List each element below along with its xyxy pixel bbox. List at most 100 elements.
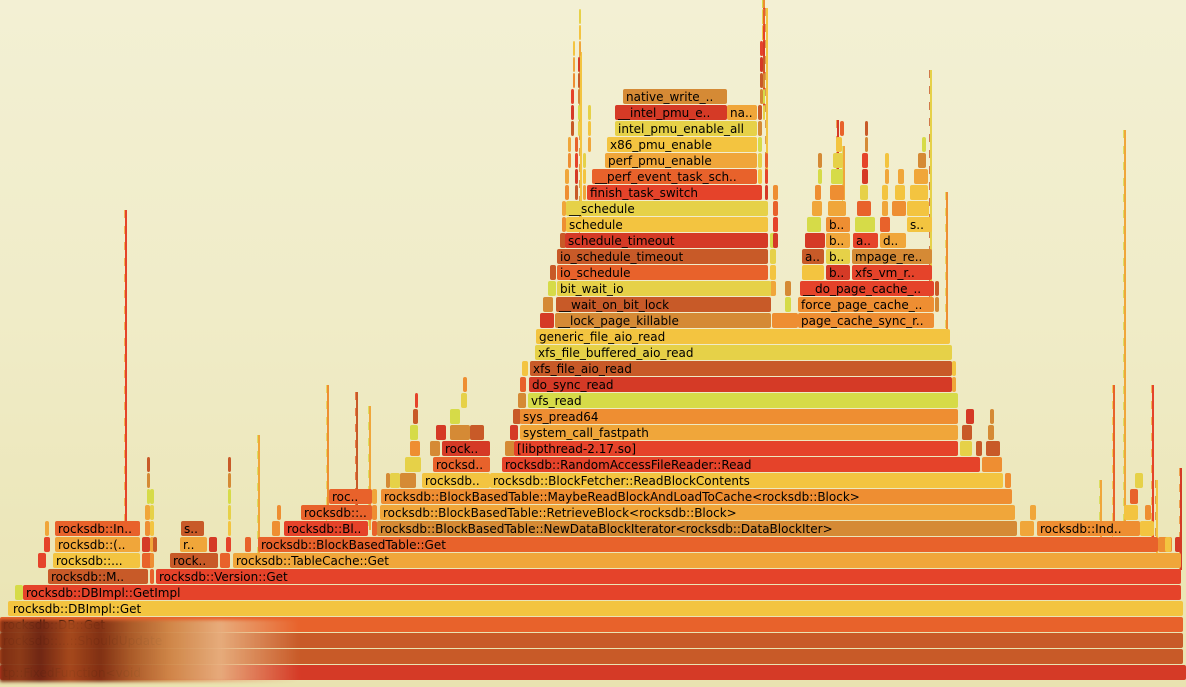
narrow-frame[interactable] xyxy=(763,25,765,40)
narrow-frame[interactable] xyxy=(962,425,972,440)
narrow-frame[interactable] xyxy=(986,441,1000,456)
frame-34[interactable]: xfs_file_buffered_aio_read xyxy=(535,345,952,360)
narrow-frame[interactable] xyxy=(150,553,154,568)
narrow-frame[interactable] xyxy=(855,217,875,232)
frame-17[interactable]: rocksdb::BlockBasedTable::NewDataBlockIt… xyxy=(377,521,1017,536)
frame-26[interactable]: rocksdb::RandomAccessFileReader::Read xyxy=(502,457,980,472)
frame-15[interactable]: s.. xyxy=(181,521,204,536)
narrow-frame[interactable] xyxy=(1020,521,1034,536)
narrow-frame[interactable] xyxy=(763,9,765,24)
narrow-frame[interactable] xyxy=(982,457,1002,472)
narrow-frame[interactable] xyxy=(583,153,586,168)
frame-45[interactable]: io_schedule_timeout xyxy=(557,249,768,264)
frame-43[interactable]: b.. xyxy=(826,265,850,280)
narrow-frame[interactable] xyxy=(758,137,762,152)
spike-frame[interactable] xyxy=(1124,130,1126,530)
narrow-frame[interactable] xyxy=(1124,505,1138,520)
narrow-frame[interactable] xyxy=(390,473,400,488)
narrow-frame[interactable] xyxy=(220,553,230,568)
narrow-frame[interactable] xyxy=(410,441,420,456)
narrow-frame[interactable] xyxy=(952,377,956,392)
narrow-frame[interactable] xyxy=(142,553,152,568)
narrow-frame[interactable] xyxy=(831,169,843,184)
frame-9[interactable]: rock.. xyxy=(170,553,218,568)
spike-frame[interactable] xyxy=(258,435,260,560)
narrow-frame[interactable] xyxy=(882,185,888,200)
narrow-frame[interactable] xyxy=(470,425,484,440)
narrow-frame[interactable] xyxy=(142,537,150,552)
narrow-frame[interactable] xyxy=(436,425,446,440)
spike-frame[interactable] xyxy=(1100,480,1102,540)
narrow-frame[interactable] xyxy=(578,73,580,88)
narrow-frame[interactable] xyxy=(770,281,776,296)
narrow-frame[interactable] xyxy=(976,441,982,456)
narrow-frame[interactable] xyxy=(588,137,591,152)
narrow-frame[interactable] xyxy=(44,537,50,552)
frame-21[interactable]: roc.. xyxy=(329,489,372,504)
narrow-frame[interactable] xyxy=(1140,521,1154,536)
narrow-frame[interactable] xyxy=(765,153,768,168)
narrow-frame[interactable] xyxy=(228,505,231,520)
narrow-frame[interactable] xyxy=(922,137,926,152)
narrow-frame[interactable] xyxy=(562,201,566,216)
spike-frame[interactable] xyxy=(580,52,582,230)
narrow-frame[interactable] xyxy=(400,473,416,488)
frame-29[interactable]: system_call_fastpath xyxy=(520,425,958,440)
frame-47[interactable]: b.. xyxy=(826,249,850,264)
frame-12[interactable]: r.. xyxy=(180,537,207,552)
narrow-frame[interactable] xyxy=(815,185,821,200)
narrow-frame[interactable] xyxy=(550,265,556,280)
frame-22[interactable]: rocksdb::BlockBasedTable::MaybeReadBlock… xyxy=(381,489,1012,504)
narrow-frame[interactable] xyxy=(763,57,765,72)
narrow-frame[interactable] xyxy=(758,169,762,184)
frame-32[interactable]: do_sync_read xyxy=(529,377,952,392)
frame-11[interactable]: rocksdb::(.. xyxy=(55,537,140,552)
frame-25[interactable]: rocksd.. xyxy=(433,457,490,472)
narrow-frame[interactable] xyxy=(892,201,906,216)
narrow-frame[interactable] xyxy=(760,41,763,56)
narrow-frame[interactable] xyxy=(571,121,574,136)
narrow-frame[interactable] xyxy=(763,73,765,88)
frame-13[interactable]: rocksdb::BlockBasedTable::Get xyxy=(258,537,1158,552)
frame-57[interactable]: finish_task_switch xyxy=(587,185,762,200)
narrow-frame[interactable] xyxy=(772,313,798,328)
narrow-frame[interactable] xyxy=(760,57,763,72)
frame-59[interactable]: perf_pmu_enable xyxy=(605,153,757,168)
narrow-frame[interactable] xyxy=(372,505,377,520)
narrow-frame[interactable] xyxy=(578,89,580,104)
narrow-frame[interactable] xyxy=(885,169,889,184)
spike-frame[interactable] xyxy=(843,146,845,200)
frame-20[interactable]: rocksdb::BlockBasedTable::RetrieveBlock<… xyxy=(380,505,1015,520)
narrow-frame[interactable] xyxy=(880,217,890,232)
narrow-frame[interactable] xyxy=(147,473,150,488)
narrow-frame[interactable] xyxy=(807,217,821,232)
narrow-frame[interactable] xyxy=(226,537,231,552)
narrow-frame[interactable] xyxy=(773,217,778,232)
narrow-frame[interactable] xyxy=(272,521,280,536)
frame-41[interactable]: __do_page_cache_.. xyxy=(800,281,934,296)
narrow-frame[interactable] xyxy=(571,89,574,104)
narrow-frame[interactable] xyxy=(770,249,776,264)
frame-10[interactable]: rocksdb::TableCache::Get xyxy=(233,553,1181,568)
narrow-frame[interactable] xyxy=(578,57,580,72)
narrow-frame[interactable] xyxy=(862,153,868,168)
frame-39[interactable]: force_page_cache_.. xyxy=(798,297,934,312)
narrow-frame[interactable] xyxy=(145,521,150,536)
frame-38[interactable]: __wait_on_bit_lock xyxy=(556,297,771,312)
frame-36[interactable]: __lock_page_killable xyxy=(555,313,771,328)
narrow-frame[interactable] xyxy=(895,185,905,200)
frame-8[interactable]: rocksdb::... xyxy=(53,553,140,568)
frame-58[interactable]: __perf_event_task_sch.. xyxy=(592,169,757,184)
narrow-frame[interactable] xyxy=(209,537,217,552)
frame-42[interactable]: io_schedule xyxy=(557,265,768,280)
narrow-frame[interactable] xyxy=(548,281,556,296)
narrow-frame[interactable] xyxy=(543,297,553,312)
narrow-frame[interactable] xyxy=(372,489,377,504)
narrow-frame[interactable] xyxy=(785,281,791,296)
narrow-frame[interactable] xyxy=(150,521,154,536)
narrow-frame[interactable] xyxy=(461,393,467,408)
narrow-frame[interactable] xyxy=(413,409,418,424)
narrow-frame[interactable] xyxy=(145,505,150,520)
narrow-frame[interactable] xyxy=(935,297,939,312)
narrow-frame[interactable] xyxy=(770,265,776,280)
